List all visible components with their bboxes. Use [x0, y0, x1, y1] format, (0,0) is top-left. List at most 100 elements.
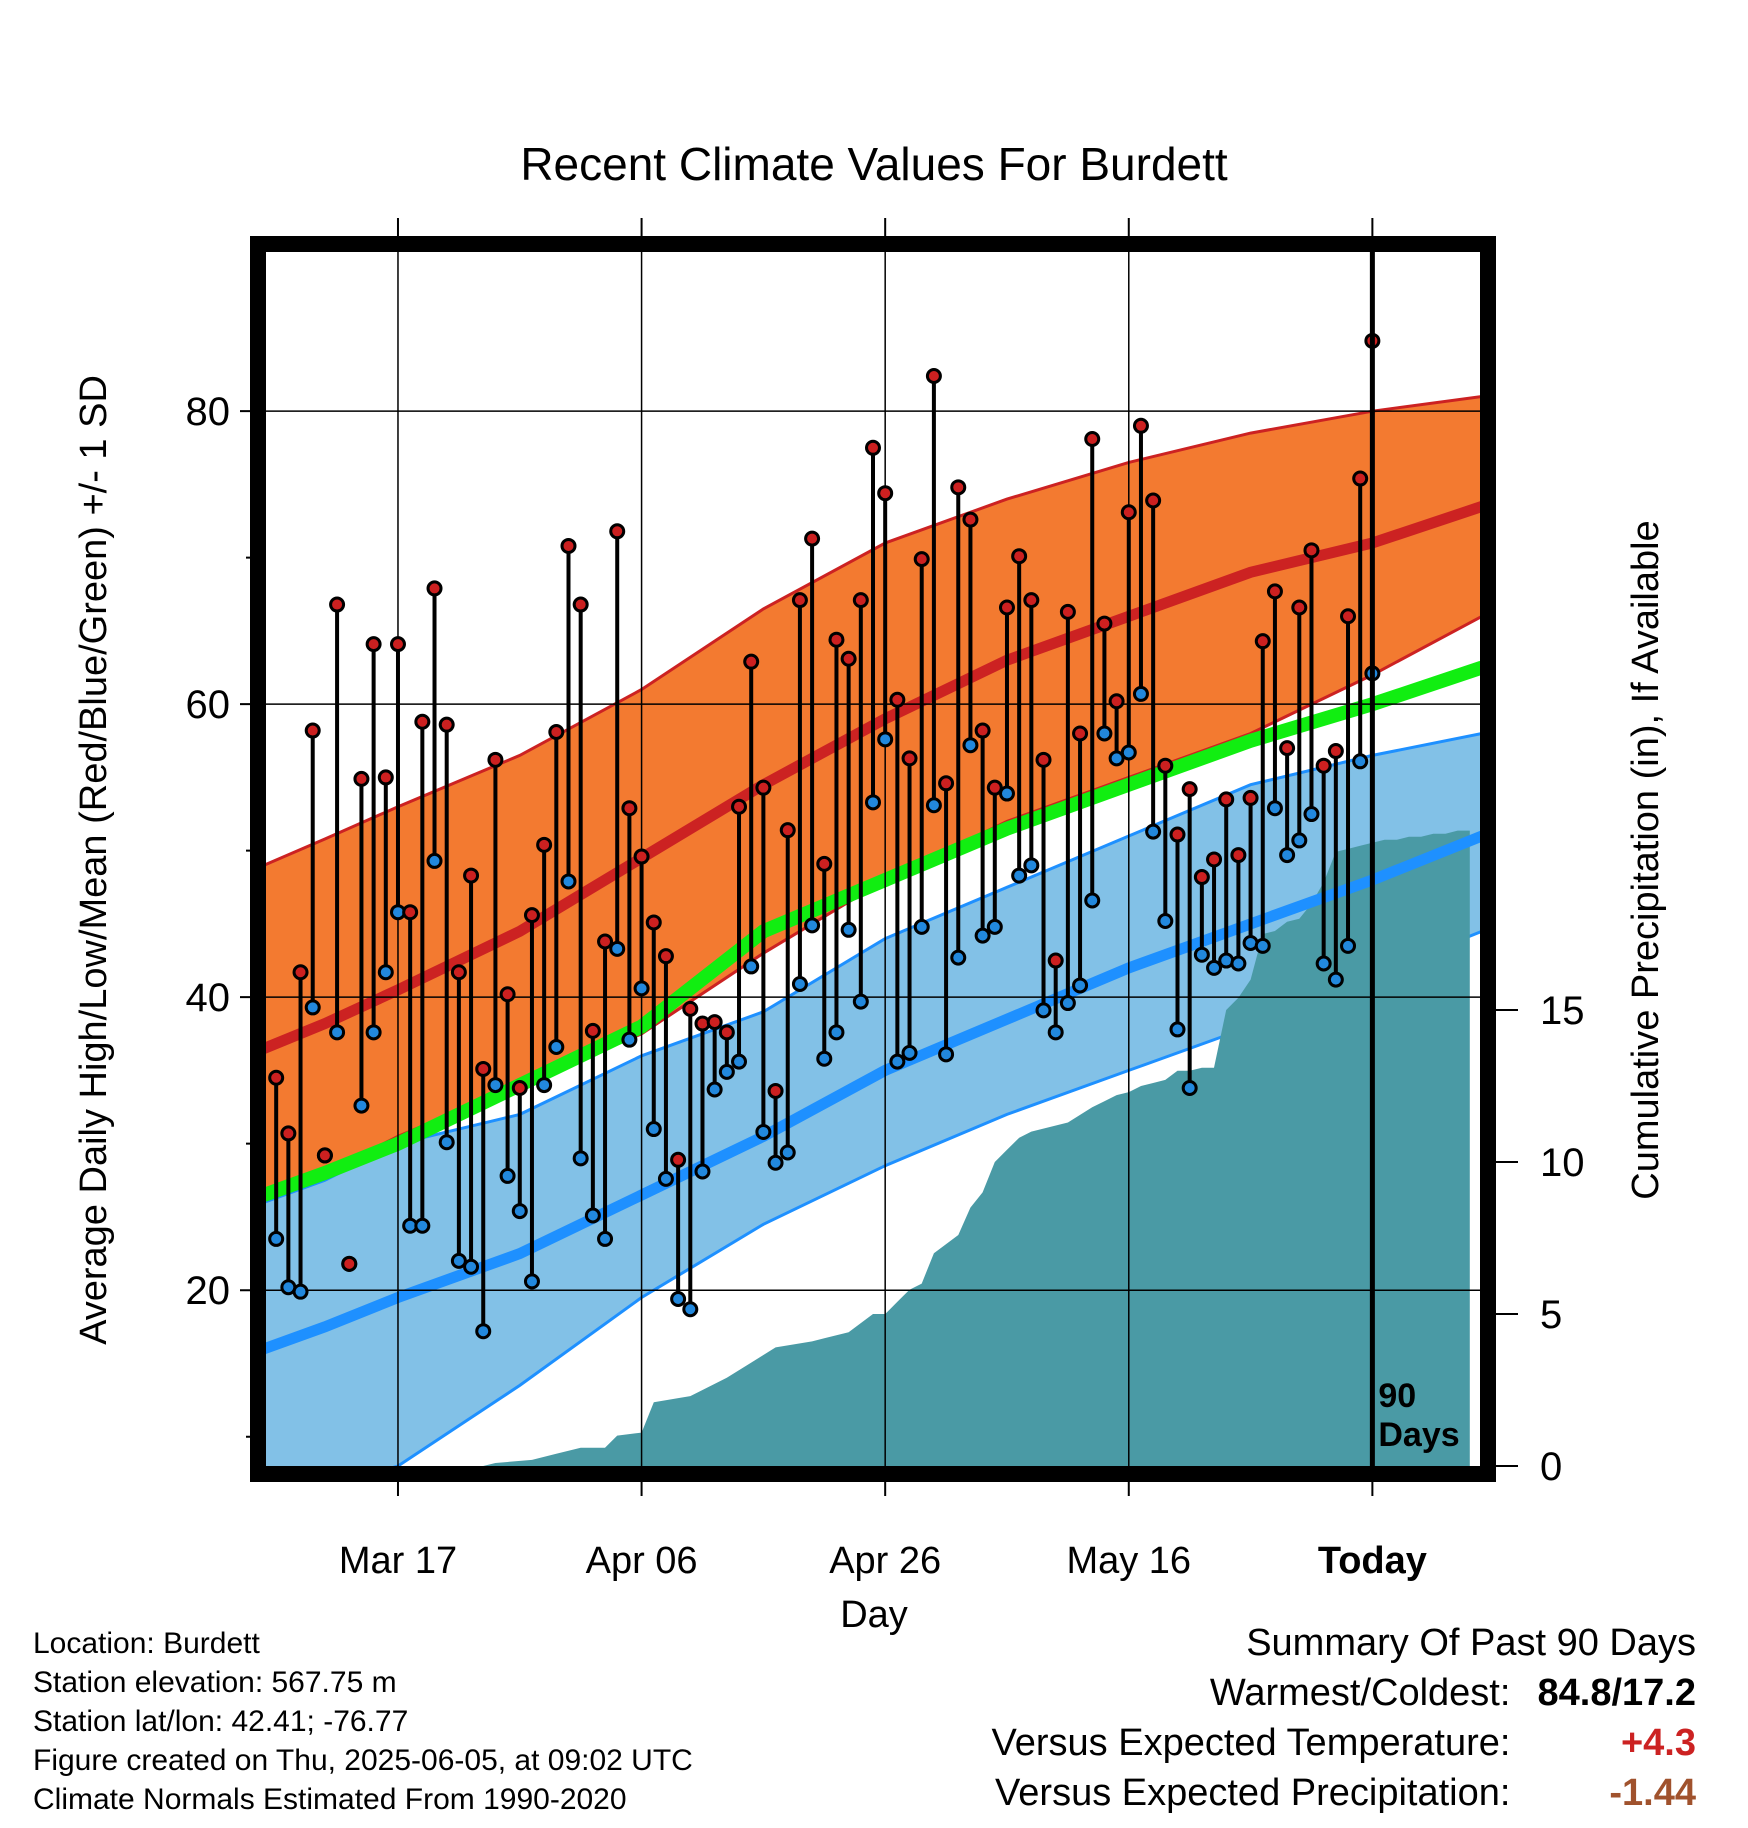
- high-point: [329, 596, 346, 613]
- low-point: [1291, 832, 1308, 849]
- low-point: [463, 1258, 480, 1275]
- high-point: [1206, 851, 1223, 868]
- high-point: [499, 986, 516, 1003]
- low-point: [1157, 912, 1174, 929]
- low-point: [426, 852, 443, 869]
- info-created: Figure created on Thu, 2025-06-05, at 09…: [33, 1744, 693, 1777]
- low-point: [1169, 1021, 1186, 1038]
- low-point: [974, 927, 991, 944]
- low-point: [523, 1273, 540, 1290]
- low-point: [731, 1053, 748, 1070]
- high-point: [974, 722, 991, 739]
- high-point: [1157, 757, 1174, 774]
- low-point: [767, 1154, 784, 1171]
- low-point: [621, 1031, 638, 1048]
- high-point: [1023, 592, 1040, 609]
- y-tick-label: 40: [186, 976, 231, 1020]
- high-point: [280, 1125, 297, 1142]
- low-point: [938, 1046, 955, 1063]
- high-point: [1242, 789, 1259, 806]
- temp-departure-value: +4.3: [1620, 1722, 1696, 1764]
- high-point: [962, 511, 979, 528]
- low-point: [1340, 937, 1357, 954]
- low-point: [560, 873, 577, 890]
- high-point: [731, 798, 748, 815]
- low-point: [962, 737, 979, 754]
- high-point: [682, 1000, 699, 1017]
- low-point: [889, 1053, 906, 1070]
- y-tick-label: 60: [186, 683, 231, 727]
- low-point: [816, 1050, 833, 1067]
- low-point: [804, 917, 821, 934]
- low-point: [499, 1167, 516, 1184]
- low-point: [828, 1024, 845, 1041]
- high-point: [353, 770, 370, 787]
- high-point: [938, 775, 955, 792]
- high-point: [804, 530, 821, 547]
- low-point: [536, 1077, 553, 1094]
- low-point: [1120, 744, 1137, 761]
- y-axis-label: Average Daily High/Low/Mean (Red/Blue/Gr…: [73, 375, 115, 1345]
- high-point: [791, 592, 808, 609]
- high-point: [1120, 504, 1137, 521]
- high-point: [950, 479, 967, 496]
- high-point: [1169, 826, 1186, 843]
- high-point: [426, 580, 443, 597]
- low-point: [998, 785, 1015, 802]
- high-point: [1327, 743, 1344, 760]
- low-point: [304, 999, 321, 1016]
- high-point: [1145, 492, 1162, 509]
- high-point: [536, 836, 553, 853]
- high-point: [1072, 725, 1089, 742]
- summary-temp-row: Versus Expected Temperature: +4.3: [992, 1718, 1696, 1768]
- low-normal-line: [264, 830, 1482, 1354]
- high-point: [1132, 417, 1149, 434]
- low-point: [1011, 867, 1028, 884]
- x-tick-label: Apr 26: [829, 1540, 941, 1582]
- high-point: [304, 722, 321, 739]
- low-point: [438, 1134, 455, 1151]
- y2-axis-label: Cumulative Precipitation (in), If Availa…: [1625, 520, 1667, 1199]
- low-point: [852, 993, 869, 1010]
- low-point: [450, 1252, 467, 1269]
- warmest-value: 84.8/17.2: [1537, 1672, 1696, 1714]
- high-point: [1047, 952, 1064, 969]
- summary-title: Summary Of Past 90 Days: [1246, 1622, 1696, 1664]
- low-point: [1047, 1024, 1064, 1041]
- summary-panel: Summary Of Past 90 Days Warmest/Coldest:…: [992, 1618, 1696, 1818]
- high-point: [1181, 781, 1198, 798]
- high-point: [645, 914, 662, 931]
- x-tick-label: Mar 17: [339, 1540, 457, 1582]
- low-point: [1315, 955, 1332, 972]
- high-point: [341, 1255, 358, 1272]
- high-point: [1266, 583, 1283, 600]
- info-elevation: Station elevation: 567.75 m: [33, 1666, 397, 1699]
- low-point: [1096, 725, 1113, 742]
- low-point: [670, 1290, 687, 1307]
- low-point: [645, 1121, 662, 1138]
- high-point: [718, 1024, 735, 1041]
- low-point: [755, 1123, 772, 1140]
- low-point: [1108, 750, 1125, 767]
- high-point: [1108, 693, 1125, 710]
- high-point: [1193, 869, 1210, 886]
- precip-departure-value: -1.44: [1609, 1772, 1696, 1814]
- low-point: [1193, 946, 1210, 963]
- high-point: [1254, 633, 1271, 650]
- low-point: [694, 1163, 711, 1180]
- high-point: [438, 716, 455, 733]
- today-days-label: Days: [1378, 1416, 1459, 1454]
- low-point: [986, 918, 1003, 935]
- high-point: [901, 750, 918, 767]
- high-point: [743, 653, 760, 670]
- chart-title: Recent Climate Values For Burdett: [520, 138, 1228, 190]
- low-point: [1035, 1002, 1052, 1019]
- high-point: [365, 636, 382, 653]
- low-point: [706, 1081, 723, 1098]
- high-point: [865, 439, 881, 456]
- high-point: [475, 1060, 492, 1077]
- high-point: [670, 1151, 687, 1168]
- high-point: [986, 779, 1003, 796]
- high-point: [1352, 470, 1369, 487]
- low-point: [609, 940, 626, 957]
